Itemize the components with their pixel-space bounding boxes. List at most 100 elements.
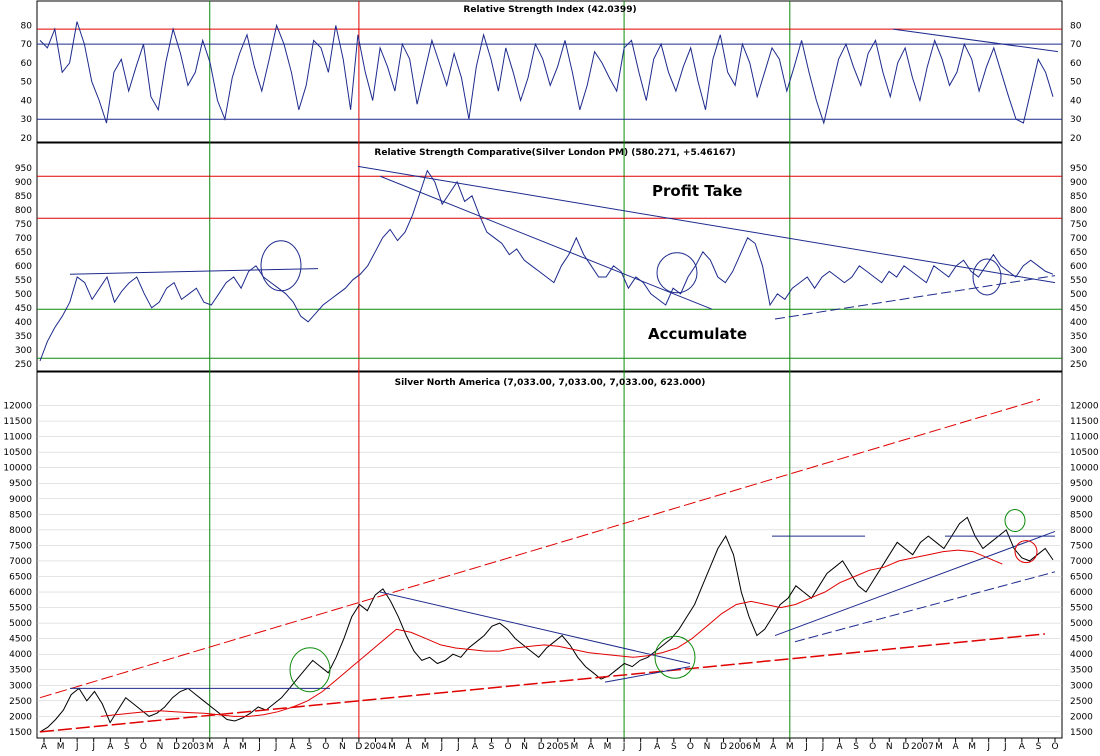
y-tick-label-right: 5500 (1070, 604, 1093, 614)
y-tick-label-right: 80 (1070, 21, 1082, 31)
y-tick-label-right: 10000 (1070, 464, 1099, 474)
x-tick-label: M (239, 742, 247, 752)
x-tick-label: N (886, 742, 893, 752)
x-tick-label: M (935, 742, 943, 752)
y-tick-label-right: 3000 (1070, 681, 1093, 691)
x-tick-label: M (206, 742, 214, 752)
y-tick-label-left: 5000 (9, 619, 32, 629)
moving-average-line (100, 549, 1003, 717)
x-tick-label: S (1036, 742, 1042, 752)
x-tick-label: N (157, 742, 164, 752)
x-tick-label: A (41, 742, 48, 752)
y-tick-label-right: 1500 (1070, 728, 1093, 738)
y-tick-label-right: 6000 (1070, 588, 1093, 598)
x-tick-label: S (671, 742, 677, 752)
y-tick-label-right: 4500 (1070, 635, 1093, 645)
y-tick-label-left: 6500 (9, 572, 32, 582)
x-tick-label: D (355, 742, 362, 752)
y-tick-label-left: 3500 (9, 666, 32, 676)
panel-rsc-frame (36, 142, 1063, 372)
x-tick-label: M (421, 742, 429, 752)
uptrend-line (794, 571, 1056, 643)
y-tick-label-left: 700 (15, 234, 32, 244)
green-circle-marker (1004, 509, 1026, 533)
y-tick-label-right: 250 (1070, 360, 1087, 370)
y-tick-label-right: 8500 (1070, 510, 1093, 520)
y-tick-label-right: 550 (1070, 276, 1087, 286)
x-tick-label: D (720, 742, 727, 752)
y-tick-label-right: 850 (1070, 192, 1087, 202)
x-tick-label: D (173, 742, 180, 752)
downtrend-line (379, 591, 691, 665)
y-tick-label-left: 20 (21, 134, 33, 144)
lower-channel-line (39, 633, 1046, 733)
x-tick-label: J (638, 742, 642, 752)
x-tick-label: 2003 (182, 742, 205, 752)
x-tick-label: S (124, 742, 130, 752)
rsc-circle-marker (656, 252, 698, 294)
x-tick-label: D (902, 742, 909, 752)
y-tick-label-right: 40 (1070, 96, 1082, 106)
x-tick-label: O (322, 742, 329, 752)
y-tick-label-left: 1500 (9, 728, 32, 738)
x-tick-label: 2005 (546, 742, 569, 752)
rsc-uptrend-line (774, 275, 1056, 320)
y-tick-label-left: 8500 (9, 510, 32, 520)
x-tick-label: O (140, 742, 147, 752)
y-tick-label-right: 50 (1070, 78, 1082, 88)
rsi-series-line (39, 21, 1054, 125)
y-tick-label-right: 70 (1070, 40, 1082, 50)
y-tick-label-right: 9000 (1070, 495, 1093, 505)
y-tick-label-right: 950 (1070, 164, 1087, 174)
x-tick-label: O (869, 742, 876, 752)
panel-price-frame (36, 371, 1063, 739)
y-tick-label-right: 2500 (1070, 697, 1093, 707)
x-tick-label: A (406, 742, 413, 752)
y-tick-label-left: 30 (21, 115, 33, 125)
x-tick-label: J (1003, 742, 1007, 752)
x-tick-label: N (339, 742, 346, 752)
y-tick-label-left: 10000 (3, 464, 32, 474)
x-tick-label: N (704, 742, 711, 752)
y-tick-label-right: 60 (1070, 59, 1082, 69)
y-tick-label-left: 500 (15, 290, 32, 300)
x-tick-label: M (570, 742, 578, 752)
y-tick-label-left: 11500 (3, 417, 32, 427)
x-tick-label: A (223, 742, 230, 752)
y-tick-label-right: 6500 (1070, 572, 1093, 582)
x-tick-label: O (505, 742, 512, 752)
y-tick-label-right: 7500 (1070, 541, 1093, 551)
y-tick-label-left: 12000 (3, 402, 32, 412)
rsc-short-downtrend (379, 175, 713, 310)
y-tick-label-right: 500 (1070, 290, 1087, 300)
x-tick-label: S (853, 742, 859, 752)
x-tick-label: S (306, 742, 312, 752)
y-tick-label-right: 11500 (1070, 417, 1099, 427)
x-tick-label: 2007 (911, 742, 934, 752)
x-tick-label: J (622, 742, 626, 752)
y-tick-label-left: 600 (15, 262, 32, 272)
y-tick-label-left: 8000 (9, 526, 32, 536)
y-tick-label-right: 700 (1070, 234, 1087, 244)
y-tick-label-left: 300 (15, 346, 32, 356)
y-tick-label-right: 900 (1070, 178, 1087, 188)
y-tick-label-right: 450 (1070, 304, 1087, 314)
y-tick-label-left: 2500 (9, 697, 32, 707)
y-tick-label-right: 2000 (1070, 712, 1093, 722)
y-tick-label-right: 7000 (1070, 557, 1093, 567)
profit-take-annotation: Profit Take (652, 182, 742, 200)
y-tick-label-left: 250 (15, 360, 32, 370)
x-tick-label: S (489, 742, 495, 752)
y-tick-label-right: 20 (1070, 134, 1082, 144)
y-tick-label-right: 350 (1070, 332, 1087, 342)
red-circle-marker (1014, 540, 1038, 564)
x-tick-label: M (753, 742, 761, 752)
y-tick-label-left: 950 (15, 164, 32, 174)
y-tick-label-right: 800 (1070, 206, 1087, 216)
green-circle-marker (289, 647, 331, 693)
rsc-circle-marker (972, 258, 1002, 296)
x-tick-label: A (588, 742, 595, 752)
y-tick-label-left: 900 (15, 178, 32, 188)
y-tick-label-right: 30 (1070, 115, 1082, 125)
